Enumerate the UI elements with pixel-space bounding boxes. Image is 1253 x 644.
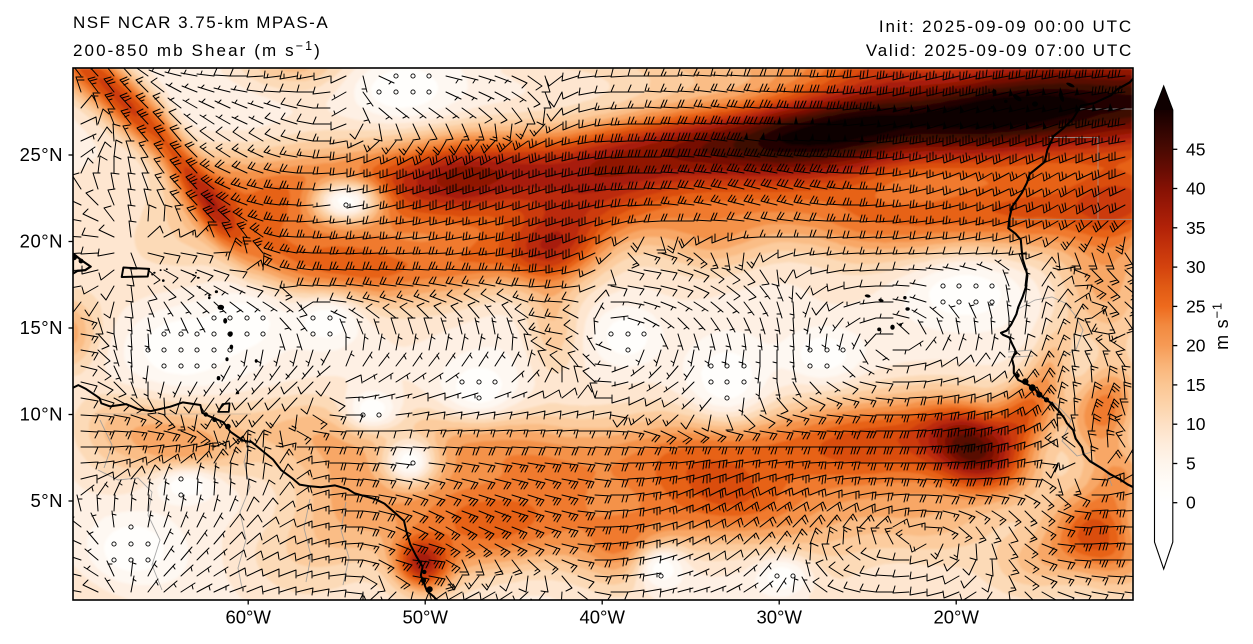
svg-text:60°W: 60°W [225, 607, 271, 628]
svg-text:20°N: 20°N [20, 231, 63, 252]
svg-text:25°N: 25°N [20, 144, 63, 165]
svg-text:5: 5 [1186, 454, 1196, 474]
svg-text:20: 20 [1186, 336, 1206, 356]
svg-text:25: 25 [1186, 296, 1205, 316]
svg-text:200-850 mb Shear (m s−1): 200-850 mb Shear (m s−1) [73, 39, 322, 60]
svg-text:5°N: 5°N [30, 490, 63, 511]
svg-text:35: 35 [1186, 218, 1205, 238]
svg-text:15°N: 15°N [20, 317, 63, 338]
svg-text:20°W: 20°W [933, 607, 979, 628]
svg-text:10: 10 [1186, 414, 1206, 434]
svg-text:NSF NCAR 3.75-km MPAS-A: NSF NCAR 3.75-km MPAS-A [73, 13, 329, 32]
svg-text:40°W: 40°W [579, 607, 625, 628]
svg-text:30: 30 [1186, 257, 1206, 277]
svg-text:30°W: 30°W [756, 607, 802, 628]
svg-text:0: 0 [1186, 493, 1196, 513]
svg-text:Init: 2025-09-09 00:00 UTC: Init: 2025-09-09 00:00 UTC [879, 17, 1133, 36]
svg-text:45: 45 [1186, 139, 1205, 159]
svg-text:50°W: 50°W [402, 607, 448, 628]
svg-text:40: 40 [1186, 179, 1206, 199]
svg-text:10°N: 10°N [20, 404, 63, 425]
svg-text:Valid: 2025-09-09 07:00 UTC: Valid: 2025-09-09 07:00 UTC [866, 41, 1133, 60]
svg-text:15: 15 [1186, 375, 1205, 395]
